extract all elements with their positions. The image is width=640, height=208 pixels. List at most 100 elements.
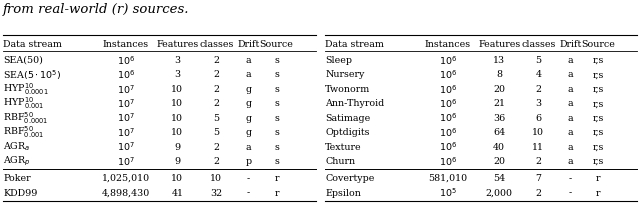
Text: a: a bbox=[568, 114, 573, 123]
Text: 5: 5 bbox=[213, 114, 220, 123]
Text: s: s bbox=[274, 143, 279, 152]
Text: r,s: r,s bbox=[593, 56, 604, 65]
Text: a: a bbox=[568, 143, 573, 152]
Text: 40: 40 bbox=[493, 143, 505, 152]
Text: $10^6$: $10^6$ bbox=[116, 54, 135, 67]
Text: Data stream: Data stream bbox=[3, 40, 62, 48]
Text: $10^7$: $10^7$ bbox=[117, 97, 134, 110]
Text: 2: 2 bbox=[213, 70, 220, 79]
Text: HYP$^{10}_{0.001}$: HYP$^{10}_{0.001}$ bbox=[3, 96, 45, 111]
Text: -: - bbox=[569, 174, 572, 183]
Text: SEA(50): SEA(50) bbox=[3, 56, 43, 65]
Text: 9: 9 bbox=[174, 143, 180, 152]
Text: s: s bbox=[274, 56, 279, 65]
Text: classes: classes bbox=[521, 40, 556, 48]
Text: r: r bbox=[596, 174, 601, 183]
Text: classes: classes bbox=[199, 40, 234, 48]
Text: $10^5$: $10^5$ bbox=[439, 187, 456, 199]
Text: a: a bbox=[568, 128, 573, 137]
Text: Texture: Texture bbox=[325, 143, 362, 152]
Text: AGR$_a$: AGR$_a$ bbox=[3, 141, 31, 153]
Text: $10^7$: $10^7$ bbox=[117, 83, 134, 95]
Text: 10: 10 bbox=[532, 128, 544, 137]
Text: $10^6$: $10^6$ bbox=[116, 68, 135, 81]
Text: 2: 2 bbox=[213, 99, 220, 108]
Text: $10^6$: $10^6$ bbox=[438, 68, 457, 81]
Text: SEA$(5 \cdot 10^5)$: SEA$(5 \cdot 10^5)$ bbox=[3, 68, 61, 82]
Text: Optdigits: Optdigits bbox=[325, 128, 370, 137]
Text: 581,010: 581,010 bbox=[428, 174, 467, 183]
Text: 3: 3 bbox=[174, 70, 180, 79]
Text: 2: 2 bbox=[535, 157, 541, 166]
Text: 13: 13 bbox=[493, 56, 506, 65]
Text: -: - bbox=[569, 189, 572, 198]
Text: 2: 2 bbox=[535, 189, 541, 198]
Text: 2,000: 2,000 bbox=[486, 189, 513, 198]
Text: r,s: r,s bbox=[593, 128, 604, 137]
Text: RBF$^{50}_{0.0001}$: RBF$^{50}_{0.0001}$ bbox=[3, 111, 49, 126]
Text: 5: 5 bbox=[213, 128, 220, 137]
Text: s: s bbox=[274, 85, 279, 94]
Text: g: g bbox=[245, 99, 252, 108]
Text: 21: 21 bbox=[493, 99, 505, 108]
Text: p: p bbox=[245, 157, 252, 166]
Text: a: a bbox=[568, 85, 573, 94]
Text: a: a bbox=[568, 70, 573, 79]
Text: s: s bbox=[274, 99, 279, 108]
Text: 32: 32 bbox=[211, 189, 223, 198]
Text: r,s: r,s bbox=[593, 114, 604, 123]
Text: s: s bbox=[274, 114, 279, 123]
Text: Satimage: Satimage bbox=[325, 114, 371, 123]
Text: a: a bbox=[568, 157, 573, 166]
Text: $10^6$: $10^6$ bbox=[438, 83, 457, 95]
Text: 2: 2 bbox=[213, 157, 220, 166]
Text: 10: 10 bbox=[172, 174, 183, 183]
Text: 11: 11 bbox=[532, 143, 544, 152]
Text: 8: 8 bbox=[496, 70, 502, 79]
Text: from real-world (r) sources.: from real-world (r) sources. bbox=[3, 3, 189, 16]
Text: a: a bbox=[246, 70, 251, 79]
Text: Covertype: Covertype bbox=[325, 174, 374, 183]
Text: 3: 3 bbox=[535, 99, 541, 108]
Text: 10: 10 bbox=[211, 174, 222, 183]
Text: 2: 2 bbox=[213, 143, 220, 152]
Text: 2: 2 bbox=[213, 85, 220, 94]
Text: Nursery: Nursery bbox=[325, 70, 365, 79]
Text: $10^6$: $10^6$ bbox=[438, 112, 457, 124]
Text: 5: 5 bbox=[535, 56, 541, 65]
Text: a: a bbox=[568, 56, 573, 65]
Text: 4: 4 bbox=[535, 70, 541, 79]
Text: 36: 36 bbox=[493, 114, 506, 123]
Text: g: g bbox=[245, 128, 252, 137]
Text: 7: 7 bbox=[535, 174, 541, 183]
Text: r: r bbox=[596, 189, 601, 198]
Text: KDD99: KDD99 bbox=[3, 189, 38, 198]
Text: r,s: r,s bbox=[593, 99, 604, 108]
Text: 10: 10 bbox=[172, 85, 183, 94]
Text: r: r bbox=[274, 174, 279, 183]
Text: Source: Source bbox=[582, 40, 615, 48]
Text: a: a bbox=[246, 143, 251, 152]
Text: 10: 10 bbox=[172, 128, 183, 137]
Text: s: s bbox=[274, 157, 279, 166]
Text: 64: 64 bbox=[493, 128, 506, 137]
Text: Poker: Poker bbox=[3, 174, 31, 183]
Text: Drift: Drift bbox=[559, 40, 581, 48]
Text: Data stream: Data stream bbox=[325, 40, 384, 48]
Text: 6: 6 bbox=[535, 114, 541, 123]
Text: 20: 20 bbox=[493, 85, 505, 94]
Text: r,s: r,s bbox=[593, 143, 604, 152]
Text: r,s: r,s bbox=[593, 85, 604, 94]
Text: r: r bbox=[274, 189, 279, 198]
Text: Source: Source bbox=[260, 40, 293, 48]
Text: Churn: Churn bbox=[325, 157, 355, 166]
Text: 10: 10 bbox=[172, 114, 183, 123]
Text: Features: Features bbox=[156, 40, 198, 48]
Text: $10^7$: $10^7$ bbox=[117, 155, 134, 168]
Text: a: a bbox=[568, 99, 573, 108]
Text: s: s bbox=[274, 70, 279, 79]
Text: $10^6$: $10^6$ bbox=[438, 97, 457, 110]
Text: $10^7$: $10^7$ bbox=[117, 126, 134, 139]
Text: g: g bbox=[245, 114, 252, 123]
Text: -: - bbox=[247, 174, 250, 183]
